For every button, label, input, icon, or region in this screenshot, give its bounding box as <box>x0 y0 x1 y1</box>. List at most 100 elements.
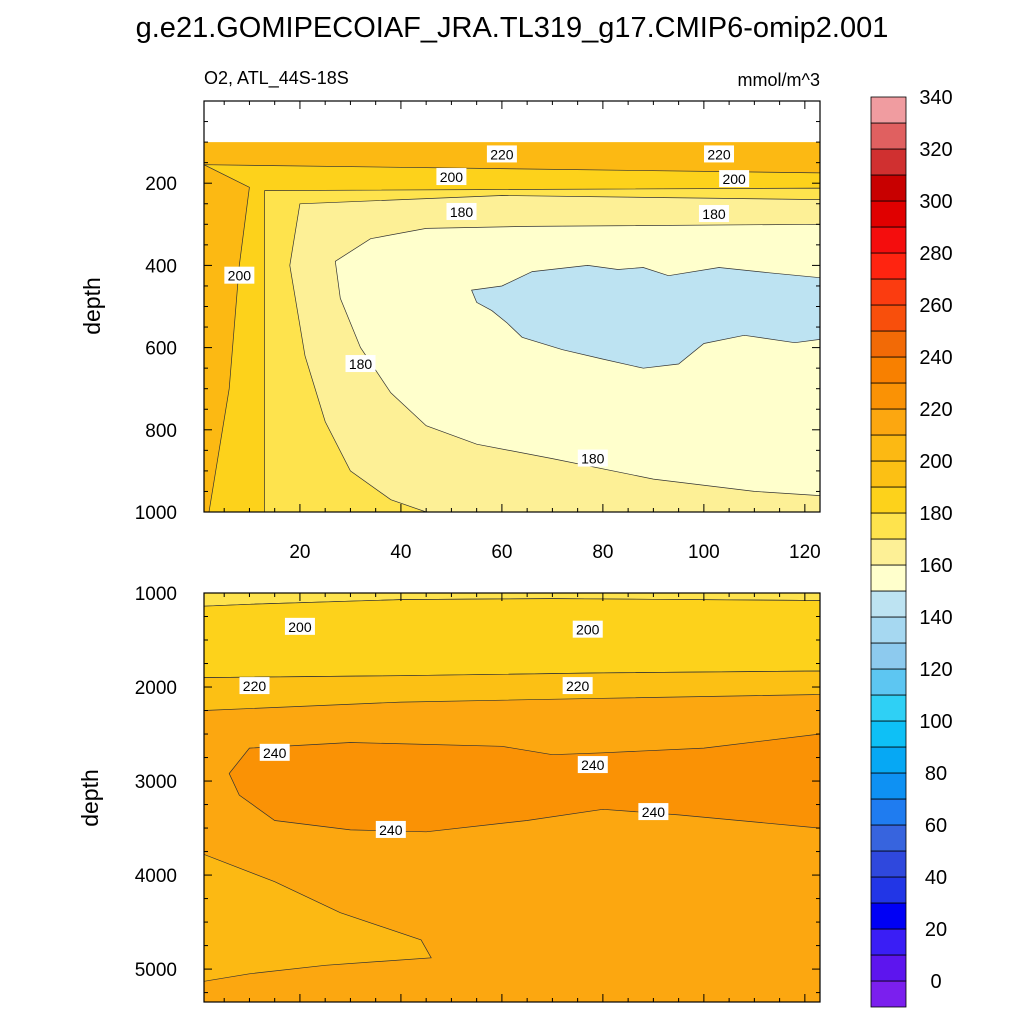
colorbar-segment <box>870 382 907 410</box>
lower-contour-label-box <box>259 743 290 761</box>
colorbar: 0 20 40 60 80 100 120 140 160 180 200 220 240 260 280 3… <box>870 87 953 1008</box>
variable-label: O2, ATL_44S-18S <box>204 68 349 89</box>
colorbar-tick-label: 220 <box>919 399 952 421</box>
colorbar-tick-label: 20 <box>925 919 947 941</box>
upper-xtick-label: 80 <box>592 542 613 563</box>
lower-contour-label-box <box>375 820 406 838</box>
upper-contour-label-box <box>577 449 608 467</box>
lower-ytick-label: 2000 <box>135 678 177 699</box>
upper-contour-label: 180 <box>702 206 726 222</box>
colorbar-segment <box>870 824 907 852</box>
colorbar-tick-label: 300 <box>919 191 952 213</box>
upper-xtick-label: 60 <box>491 542 512 563</box>
lower-contour-label-box <box>239 677 270 695</box>
lower-contour-label: 220 <box>243 678 267 694</box>
upper-ytick-label: 400 <box>145 256 177 277</box>
upper-xtick-label: 120 <box>789 542 821 563</box>
colorbar-tick-label: 180 <box>919 503 952 525</box>
lower-contour-label: 240 <box>581 757 605 773</box>
colorbar-tick-label: 60 <box>925 815 947 837</box>
lower-ytick-label: 1000 <box>135 584 177 605</box>
colorbar-tick-label: 200 <box>919 451 952 473</box>
lower-ytick-label: 4000 <box>135 866 177 887</box>
colorbar-tick-label: 100 <box>919 711 952 733</box>
upper-contour-label-box <box>719 170 750 188</box>
colorbar-segment <box>870 902 907 930</box>
lower-contour-label-box <box>284 617 315 635</box>
chart-title: g.e21.GOMIPECOIAF_JRA.TL319_g17.CMIP6-om… <box>136 12 889 44</box>
colorbar-segment <box>870 668 907 696</box>
lower-ylabel: depth <box>77 769 103 827</box>
colorbar-segment <box>870 122 907 150</box>
upper-ylabel: depth <box>79 277 105 335</box>
upper-contour-label-box <box>436 168 467 186</box>
colorbar-segment <box>870 746 907 774</box>
colorbar-segment <box>870 226 907 254</box>
colorbar-segment <box>870 356 907 384</box>
lower-contour-label-box <box>562 677 593 695</box>
lower-plot-frame <box>203 592 821 1003</box>
colorbar-segment <box>870 200 907 228</box>
colorbar-segment <box>870 486 907 514</box>
upper-contour-label: 200 <box>722 171 746 187</box>
colorbar-segment <box>870 252 907 280</box>
colorbar-tick-label: 160 <box>919 555 952 577</box>
upper-contour-label: 200 <box>228 268 252 284</box>
upper-xtick-label: 100 <box>688 542 720 563</box>
colorbar-tick-label: 140 <box>919 607 952 629</box>
upper-contour-label-box <box>698 205 729 223</box>
colorbar-segment <box>870 850 907 878</box>
colorbar-segment <box>870 278 907 306</box>
colorbar-segment <box>870 304 907 332</box>
colorbar-segment <box>870 720 907 748</box>
colorbar-tick-label: 320 <box>919 139 952 161</box>
lower-contour-region <box>204 854 432 982</box>
upper-contour-label: 180 <box>581 451 605 467</box>
colorbar-tick-label: 80 <box>925 763 947 785</box>
colorbar-segment <box>870 980 907 1008</box>
upper-contour-label: 200 <box>440 169 464 185</box>
lower-contour-label: 200 <box>576 622 600 638</box>
colorbar-segment <box>870 512 907 540</box>
upper-ytick-label: 800 <box>145 421 177 442</box>
upper-contour-label: 220 <box>490 146 514 162</box>
upper-contour-label: 180 <box>450 204 474 220</box>
colorbar-segment <box>870 642 907 670</box>
lower-contour-label: 240 <box>263 745 287 761</box>
lower-contour-label-box <box>572 620 603 638</box>
colorbar-tick-label: 240 <box>919 347 952 369</box>
lower-contour-label: 200 <box>288 619 312 635</box>
colorbar-tick-label: 40 <box>925 867 947 889</box>
lower-contour-region <box>204 670 820 711</box>
upper-contour-label-box <box>704 145 735 163</box>
colorbar-segment <box>870 148 907 176</box>
upper-contour-label-box <box>224 266 255 284</box>
upper-contour-label: 220 <box>707 146 731 162</box>
lower-contour-label-box <box>577 756 608 774</box>
upper-panel: 220 220 200 200 180 180 200 180 180 200 400 600 800 1… <box>135 100 821 563</box>
colorbar-segment <box>870 616 907 644</box>
colorbar-segment <box>870 876 907 904</box>
colorbar-segment <box>870 954 907 982</box>
lower-contour-label-box <box>638 803 669 821</box>
upper-xtick-label: 20 <box>289 542 310 563</box>
colorbar-tick-label: 340 <box>919 87 952 109</box>
colorbar-segment <box>870 928 907 956</box>
lower-contour-label: 220 <box>566 678 590 694</box>
colorbar-segment <box>870 174 907 202</box>
upper-contour-label-box <box>345 355 376 373</box>
upper-ytick-label: 200 <box>145 174 177 195</box>
upper-xtick-label: 40 <box>390 542 411 563</box>
colorbar-segment <box>870 96 907 124</box>
lower-panel: 200 200 220 220 240 240 240 240 1000 2000 3000 4000… <box>135 584 821 1003</box>
colorbar-segment <box>870 408 907 436</box>
upper-contour-label: 180 <box>349 356 373 372</box>
colorbar-tick-label: 280 <box>919 243 952 265</box>
colorbar-tick-label: 120 <box>919 659 952 681</box>
lower-contour-label: 240 <box>642 804 666 820</box>
colorbar-segment <box>870 538 907 566</box>
colorbar-segment <box>870 330 907 358</box>
upper-contour-label-box <box>446 202 477 220</box>
colorbar-segment <box>870 460 907 488</box>
